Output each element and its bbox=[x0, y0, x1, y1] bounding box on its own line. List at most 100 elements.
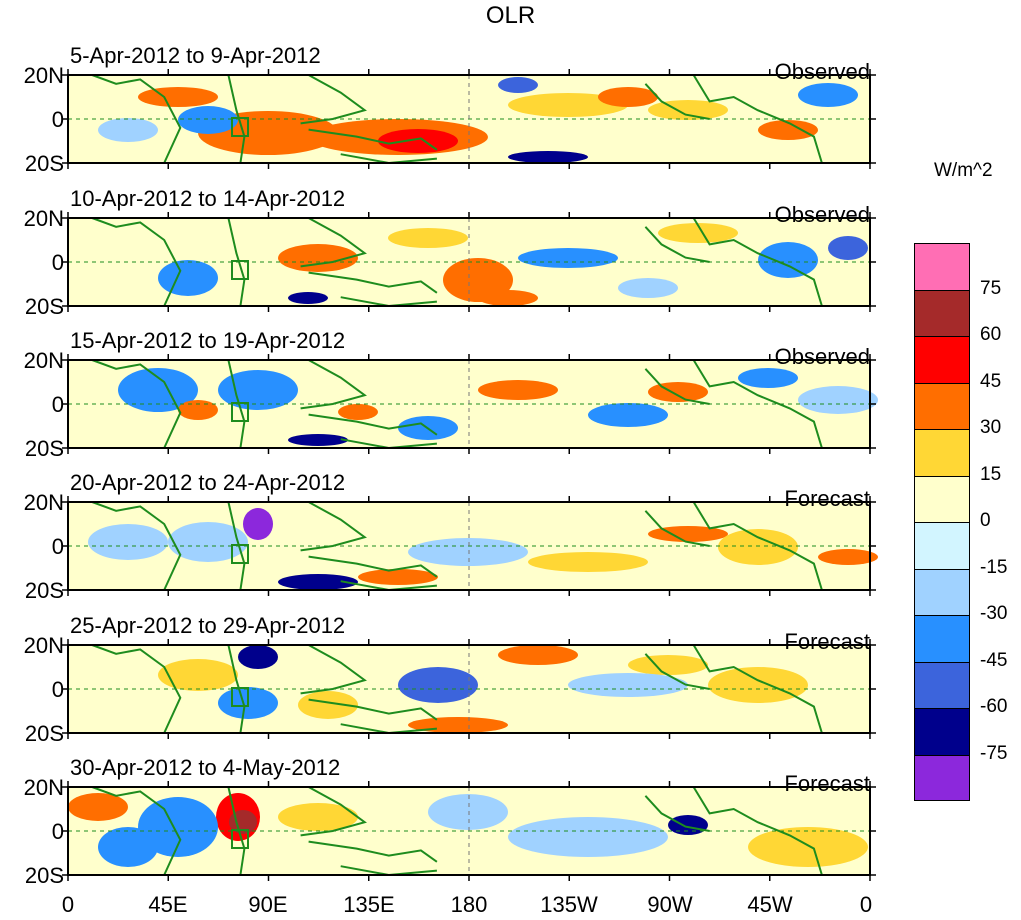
coastline bbox=[300, 786, 367, 837]
coastline bbox=[300, 501, 367, 552]
region-box bbox=[231, 117, 249, 137]
coastline bbox=[91, 644, 182, 734]
olr-anomaly-region bbox=[178, 106, 238, 134]
coastline bbox=[644, 83, 710, 120]
olr-anomaly-region bbox=[498, 645, 578, 665]
lat-label-20s: 20S bbox=[24, 578, 64, 603]
colorbar-tick-label: -75 bbox=[980, 742, 1008, 764]
olr-anomaly-region bbox=[88, 524, 168, 560]
olr-anomaly-region bbox=[508, 151, 588, 163]
olr-anomaly-region bbox=[658, 223, 738, 243]
olr-anomaly-region bbox=[818, 549, 878, 565]
coastline bbox=[300, 217, 367, 268]
panel-date-range: 20-Apr-2012 to 24-Apr-2012 bbox=[70, 470, 346, 495]
lat-label-eq: 0 bbox=[51, 107, 64, 132]
olr-anomaly-region bbox=[798, 83, 858, 107]
colorbar-swatch bbox=[914, 289, 970, 336]
colorbar-tick-label: 30 bbox=[980, 417, 1002, 438]
olr-anomaly-region bbox=[428, 794, 508, 830]
olr-anomaly-region bbox=[158, 659, 238, 691]
olr-anomaly-region bbox=[398, 667, 478, 703]
lon-label-0-end: 0 bbox=[859, 892, 873, 917]
panel-type-label: Observed bbox=[774, 344, 870, 369]
lon-label-180: 180 bbox=[450, 892, 488, 917]
colorbar-swatch bbox=[914, 661, 970, 708]
colorbar-swatch bbox=[914, 336, 970, 383]
colorbar-tick-label: -15 bbox=[980, 556, 1008, 578]
panel-date-range: 25-Apr-2012 to 29-Apr-2012 bbox=[70, 613, 346, 638]
region-box bbox=[231, 829, 249, 849]
coastline bbox=[91, 359, 182, 449]
colorbar-tick-label: 15 bbox=[980, 463, 1002, 485]
coastline bbox=[308, 271, 438, 294]
olr-anomaly-region bbox=[478, 380, 558, 400]
colorbar-tick-label: 75 bbox=[980, 277, 1002, 299]
olr-anomaly-map bbox=[62, 781, 876, 881]
colorbar-tick-label: -30 bbox=[980, 603, 1008, 624]
olr-anomaly-region bbox=[178, 400, 218, 420]
lat-label-eq: 0 bbox=[51, 392, 64, 417]
olr-anomaly-map bbox=[62, 496, 878, 596]
olr-anomaly-region bbox=[748, 827, 868, 867]
colorbar-tick-label: -45 bbox=[980, 649, 1008, 671]
colorbar bbox=[914, 243, 970, 801]
olr-anomaly-region bbox=[508, 93, 628, 117]
coastline bbox=[308, 128, 438, 151]
panel-date-range: 10-Apr-2012 to 14-Apr-2012 bbox=[70, 186, 346, 211]
coastline bbox=[227, 217, 246, 307]
olr-anomaly-region bbox=[338, 404, 378, 420]
lat-label-20n: 20N bbox=[23, 206, 64, 231]
lon-label-90e: 90E bbox=[248, 892, 288, 917]
colorbar-units: W/m^2 bbox=[934, 160, 993, 181]
lat-label-20s: 20S bbox=[24, 436, 64, 461]
olr-anomaly-region bbox=[278, 244, 358, 272]
colorbar-tick-label: -60 bbox=[980, 696, 1008, 717]
olr-panel-4: 20-Apr-2012 to 24-Apr-2012 Forecast 20N … bbox=[24, 470, 878, 603]
olr-anomaly-region bbox=[158, 260, 218, 296]
lat-label-20s: 20S bbox=[24, 294, 64, 319]
olr-anomaly-region bbox=[528, 552, 648, 572]
region-box bbox=[231, 260, 249, 280]
olr-anomaly-region bbox=[478, 290, 538, 306]
region-box bbox=[231, 544, 249, 564]
lat-label-eq: 0 bbox=[51, 677, 64, 702]
olr-anomaly-region bbox=[138, 797, 218, 857]
olr-anomaly-region bbox=[828, 236, 868, 260]
map-title: OLR bbox=[485, 2, 536, 29]
coastline bbox=[308, 840, 438, 863]
panel-type-label: Forecast bbox=[784, 486, 870, 511]
olr-anomaly-region bbox=[568, 673, 688, 697]
olr-anomaly-region bbox=[288, 434, 348, 446]
olr-anomaly-region bbox=[708, 667, 808, 703]
lat-label-eq: 0 bbox=[51, 819, 64, 844]
coastline bbox=[227, 644, 246, 734]
lon-label-45w: 45W bbox=[747, 892, 793, 917]
coastline bbox=[300, 74, 367, 125]
olr-anomaly-region bbox=[718, 529, 798, 565]
olr-anomaly-map bbox=[62, 212, 876, 312]
olr-anomaly-region bbox=[238, 645, 278, 669]
olr-anomaly-region bbox=[648, 526, 728, 542]
coastline bbox=[308, 413, 438, 436]
coastline bbox=[692, 217, 823, 307]
panel-type-label: Observed bbox=[774, 59, 870, 84]
olr-anomaly-region bbox=[138, 87, 218, 107]
colorbar-swatch bbox=[914, 708, 970, 755]
olr-anomaly-region bbox=[738, 368, 798, 388]
olr-anomaly-region bbox=[288, 292, 328, 304]
olr-anomaly-region bbox=[758, 120, 818, 140]
colorbar-tick-label: 45 bbox=[980, 370, 1002, 392]
coastline bbox=[692, 786, 823, 876]
colorbar-swatch bbox=[914, 382, 970, 429]
olr-anomaly-map bbox=[62, 69, 876, 169]
coastline bbox=[692, 644, 823, 734]
region-box bbox=[231, 402, 249, 422]
coastline bbox=[692, 501, 823, 591]
olr-anomaly-region bbox=[648, 100, 728, 120]
olr-panel-2: 10-Apr-2012 to 14-Apr-2012 Observed 20N … bbox=[24, 186, 876, 319]
lon-label-135e: 135E bbox=[343, 892, 395, 917]
lat-label-20n: 20N bbox=[23, 775, 64, 800]
panel-date-range: 15-Apr-2012 to 19-Apr-2012 bbox=[70, 328, 346, 353]
colorbar-swatch bbox=[914, 522, 970, 569]
olr-anomaly-region bbox=[358, 569, 438, 585]
